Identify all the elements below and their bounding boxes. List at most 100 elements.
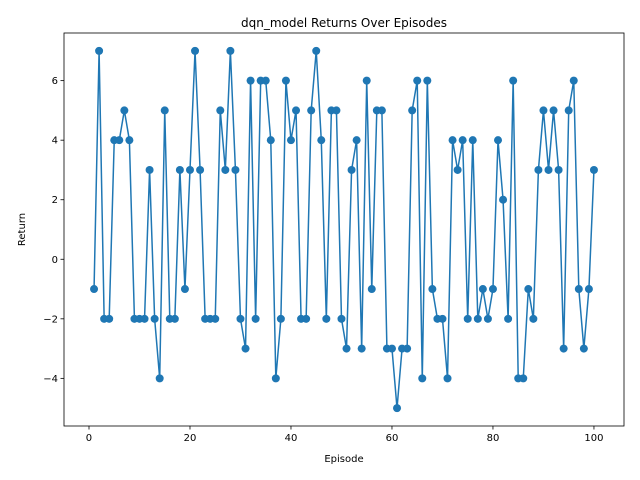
data-point bbox=[438, 314, 447, 323]
data-point bbox=[408, 106, 417, 115]
data-point bbox=[534, 165, 543, 174]
data-point bbox=[367, 285, 376, 294]
data-point bbox=[468, 136, 477, 145]
data-point bbox=[211, 314, 220, 323]
data-point bbox=[443, 374, 452, 383]
data-point bbox=[448, 136, 457, 145]
data-point bbox=[564, 106, 573, 115]
data-point bbox=[413, 76, 422, 85]
data-point bbox=[276, 314, 285, 323]
y-axis: −4 −2 0 2 4 6 bbox=[43, 76, 64, 385]
data-point bbox=[191, 46, 200, 55]
data-point bbox=[387, 344, 396, 353]
data-point bbox=[160, 106, 169, 115]
data-point bbox=[115, 136, 124, 145]
data-point bbox=[302, 314, 311, 323]
data-point bbox=[428, 285, 437, 294]
data-point bbox=[539, 106, 548, 115]
data-point bbox=[504, 314, 513, 323]
data-point bbox=[589, 165, 598, 174]
data-point bbox=[584, 285, 593, 294]
data-point bbox=[559, 344, 568, 353]
data-point bbox=[125, 136, 134, 145]
data-point bbox=[342, 344, 351, 353]
y-tick-label: 6 bbox=[52, 76, 58, 87]
series-layer bbox=[90, 46, 598, 413]
y-tick-label: 2 bbox=[52, 195, 58, 206]
y-tick-label: −4 bbox=[43, 374, 58, 385]
data-point bbox=[145, 165, 154, 174]
data-point bbox=[155, 374, 164, 383]
data-point bbox=[236, 314, 245, 323]
data-point bbox=[196, 165, 205, 174]
data-point bbox=[499, 195, 508, 204]
data-point bbox=[494, 136, 503, 145]
data-point bbox=[377, 106, 386, 115]
data-point bbox=[574, 285, 583, 294]
data-point bbox=[105, 314, 114, 323]
x-tick-label: 40 bbox=[285, 433, 298, 444]
data-point bbox=[312, 46, 321, 55]
data-point bbox=[463, 314, 472, 323]
data-point bbox=[579, 344, 588, 353]
chart-title: dqn_model Returns Over Episodes bbox=[241, 16, 447, 30]
data-point bbox=[524, 285, 533, 294]
data-point bbox=[175, 165, 184, 174]
y-tick-label: 4 bbox=[52, 136, 58, 147]
data-point bbox=[458, 136, 467, 145]
data-point bbox=[544, 165, 553, 174]
data-point bbox=[352, 136, 361, 145]
data-point bbox=[403, 344, 412, 353]
data-point bbox=[529, 314, 538, 323]
y-axis-label: Return bbox=[17, 213, 28, 246]
data-point bbox=[261, 76, 270, 85]
data-point bbox=[347, 165, 356, 174]
data-point bbox=[241, 344, 250, 353]
data-point bbox=[95, 46, 104, 55]
data-point bbox=[221, 165, 230, 174]
data-point bbox=[231, 165, 240, 174]
x-axis: 0 20 40 60 80 100 bbox=[86, 426, 604, 444]
data-point bbox=[393, 404, 402, 413]
series-line bbox=[93, 50, 595, 409]
x-tick-label: 80 bbox=[487, 433, 500, 444]
data-point bbox=[317, 136, 326, 145]
data-point bbox=[357, 344, 366, 353]
data-point bbox=[362, 76, 371, 85]
data-point bbox=[453, 165, 462, 174]
data-point bbox=[549, 106, 558, 115]
data-point bbox=[292, 106, 301, 115]
data-point bbox=[569, 76, 578, 85]
x-axis-label: Episode bbox=[324, 454, 363, 465]
data-point bbox=[322, 314, 331, 323]
data-point bbox=[418, 374, 427, 383]
data-point bbox=[150, 314, 159, 323]
x-tick-label: 60 bbox=[386, 433, 399, 444]
data-point bbox=[226, 46, 235, 55]
data-point bbox=[90, 285, 99, 294]
data-point bbox=[473, 314, 482, 323]
y-tick-label: 0 bbox=[52, 255, 58, 266]
data-point bbox=[266, 136, 275, 145]
data-point bbox=[307, 106, 316, 115]
data-point bbox=[286, 136, 295, 145]
data-point bbox=[246, 76, 255, 85]
x-tick-label: 0 bbox=[86, 433, 92, 444]
data-point bbox=[281, 76, 290, 85]
data-point bbox=[120, 106, 129, 115]
data-point bbox=[488, 285, 497, 294]
x-tick-label: 20 bbox=[184, 433, 197, 444]
data-point bbox=[332, 106, 341, 115]
data-point bbox=[509, 76, 518, 85]
data-point bbox=[554, 165, 563, 174]
data-point bbox=[180, 285, 189, 294]
data-point bbox=[478, 285, 487, 294]
data-point bbox=[170, 314, 179, 323]
data-point bbox=[423, 76, 432, 85]
data-point bbox=[337, 314, 346, 323]
data-point bbox=[251, 314, 260, 323]
x-tick-label: 100 bbox=[584, 433, 603, 444]
y-tick-label: −2 bbox=[43, 314, 58, 325]
